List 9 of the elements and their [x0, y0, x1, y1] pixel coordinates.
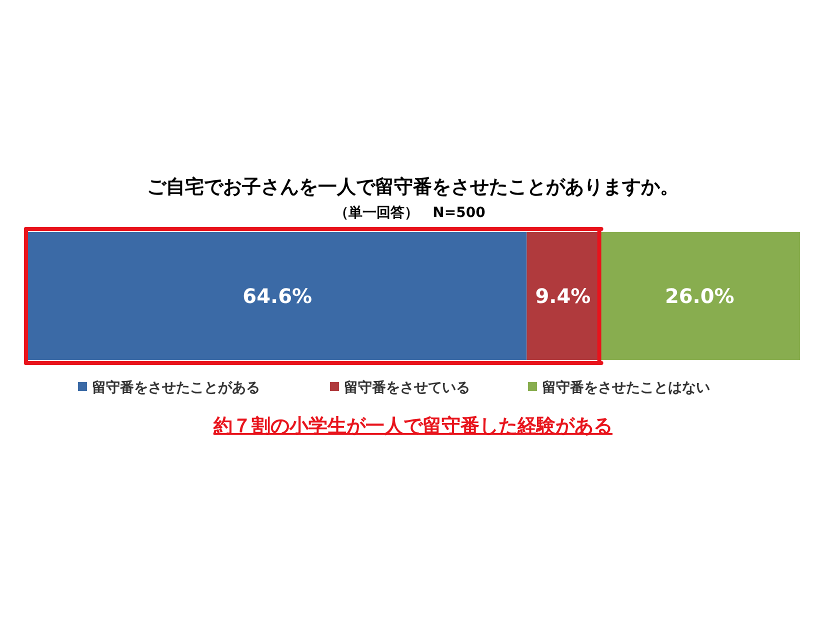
data-label: 26.0% — [664, 284, 734, 308]
legend-label: 留守番をさせたことはない — [542, 379, 710, 396]
data-label: 9.4% — [535, 284, 591, 308]
legend-label: 留守番をさせたことがある — [92, 379, 260, 396]
chart-title: ご自宅でお子さんを一人で留守番をさせたことがありますか。 — [147, 176, 679, 198]
legend-label: 留守番をさせている — [344, 379, 470, 396]
chart-subtitle: （単一回答） N=500 — [334, 205, 486, 221]
data-label: 64.6% — [242, 284, 312, 308]
text: 約７割の小学生が一人で留守番した経験がある — [212, 415, 612, 437]
